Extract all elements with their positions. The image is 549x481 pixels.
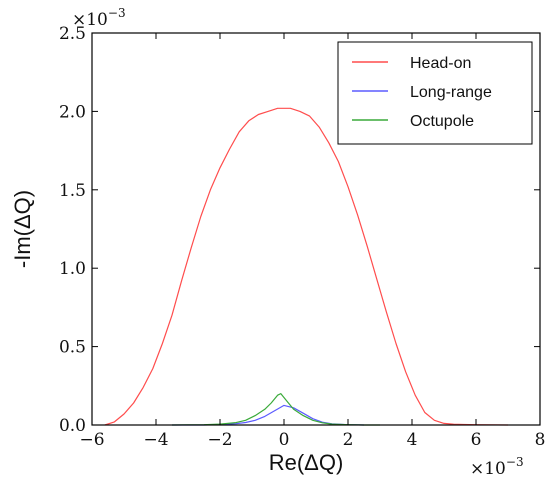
y-axis-multiplier: ×10−3 — [72, 6, 126, 30]
x-multiplier-exponent: −3 — [506, 455, 524, 469]
x-tick-label: −4 — [143, 430, 168, 450]
legend: Head-on Long-range Octupole — [337, 41, 533, 145]
x-tick-label: 6 — [471, 430, 482, 450]
y-tick-label: 1.0 — [59, 259, 86, 279]
x-axis-multiplier: ×10−3 — [470, 455, 524, 479]
legend-label-head-on: Head-on — [410, 55, 471, 72]
x-tick-label: −2 — [207, 430, 232, 450]
plot-area — [91, 32, 541, 426]
x-tick-label: 2 — [343, 430, 354, 450]
y-tick-label: 0.0 — [59, 416, 86, 436]
y-tick-label: 2.5 — [59, 24, 86, 44]
x-tick-label: −6 — [79, 430, 104, 450]
y-multiplier-base: ×10 — [72, 10, 108, 30]
y-tick-label: 2.0 — [59, 102, 86, 122]
series-layer — [104, 107, 509, 426]
legend-label-long-range: Long-range — [410, 84, 492, 101]
x-tick-label: 0 — [279, 430, 290, 450]
legend-label-octupole: Octupole — [410, 113, 474, 130]
series-line-octupole — [171, 393, 380, 426]
x-axis-label: Re(ΔQ) — [269, 450, 344, 475]
x-multiplier-base: ×10 — [470, 459, 506, 479]
y-tick-label: 0.5 — [59, 338, 86, 358]
x-tick-label: 4 — [407, 430, 418, 450]
x-tick-label: 8 — [535, 430, 546, 450]
y-tick-label: 1.5 — [59, 181, 86, 201]
series-line-head-on — [104, 107, 509, 426]
ticks-layer: −6 −4 −2 0 2 4 6 8 0.0 0.5 1.0 1.5 2.0 2.5 — [59, 24, 545, 450]
y-axis-label: -Im(ΔQ) — [10, 190, 35, 268]
legend-box — [337, 41, 533, 145]
y-multiplier-exponent: −3 — [108, 6, 126, 20]
